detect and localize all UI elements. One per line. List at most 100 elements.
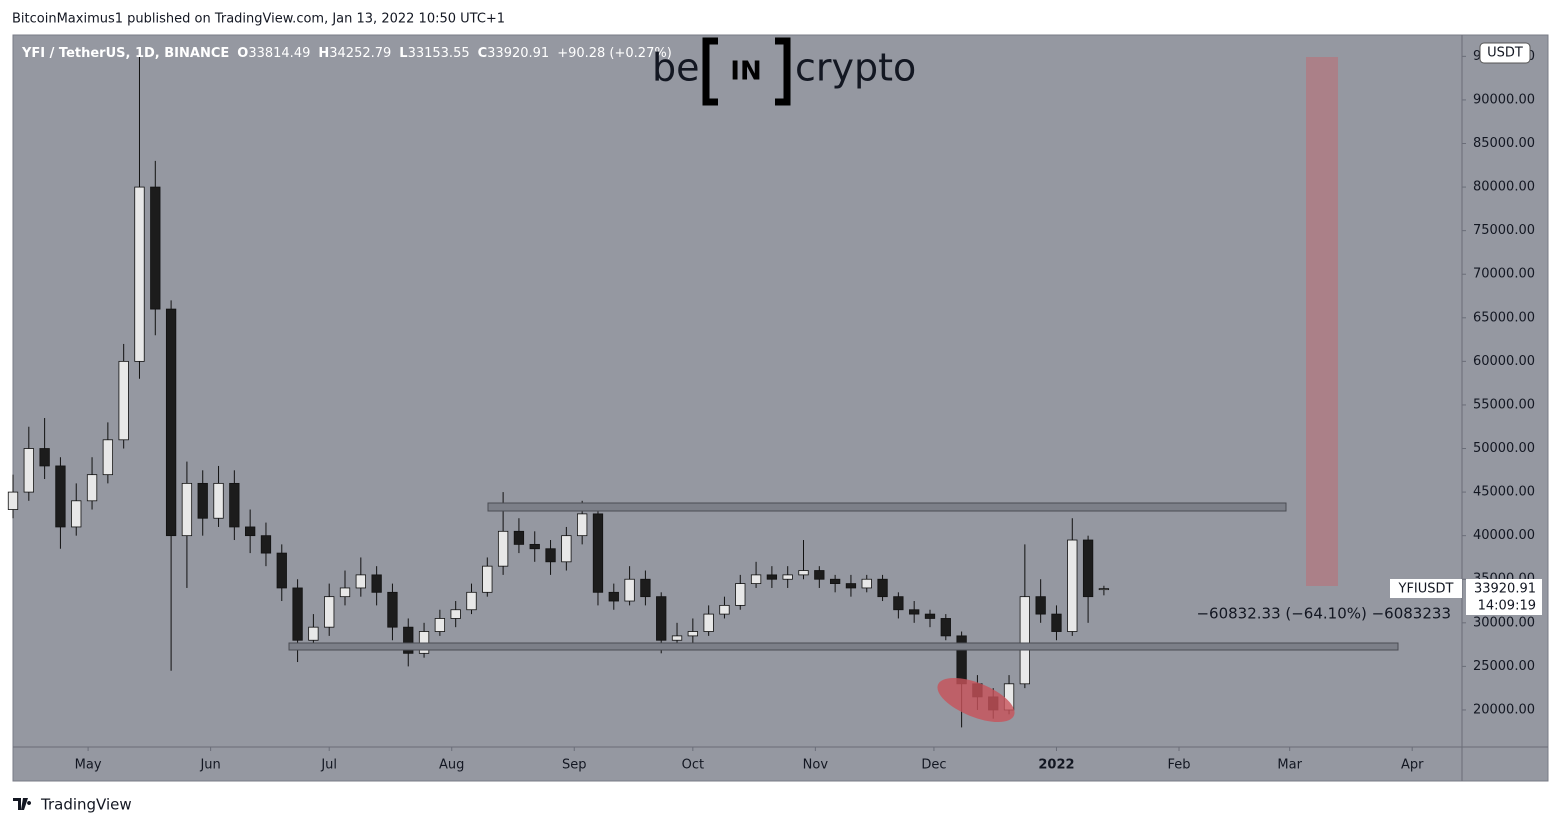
candle-body [814, 570, 825, 580]
candle-body [909, 609, 920, 615]
candle-body [545, 548, 556, 563]
x-tick-label: 2022 [1038, 758, 1074, 773]
candle-body [71, 500, 82, 528]
candle-body [324, 596, 335, 628]
y-tick-label: 30000.00 [1473, 615, 1535, 630]
candle-body [450, 609, 461, 619]
l-value: 33153.55 [408, 46, 470, 61]
candle-body [229, 482, 240, 528]
last-price-badge [1466, 579, 1542, 615]
candle-body [640, 578, 651, 598]
candle-body [150, 186, 161, 310]
y-tick-label: 80000.00 [1473, 180, 1535, 195]
x-tick-label: Sep [562, 758, 587, 773]
x-tick-label: Aug [439, 758, 464, 773]
candle-body [482, 565, 493, 593]
candle-body [1082, 539, 1094, 598]
candle-body [118, 360, 129, 441]
candle-body [86, 474, 98, 502]
resistance-zone [487, 502, 1287, 512]
o-value: 33814.49 [248, 46, 310, 61]
y-tick-label: 70000.00 [1473, 267, 1535, 282]
o-label: O [237, 46, 248, 61]
x-tick-label: Feb [1167, 758, 1190, 773]
candle-body [1098, 588, 1110, 591]
candle-body [245, 526, 256, 537]
candle-body [703, 613, 714, 632]
h-value: 34252.79 [329, 46, 391, 61]
y-tick-label: 25000.00 [1473, 659, 1535, 674]
symbol-legend: YFI / TetherUS, 1D, BINANCE O33814.49 H342… [21, 46, 672, 61]
y-tick-label: 75000.00 [1473, 223, 1535, 238]
candle-body [829, 578, 841, 584]
c-value: 33920.91 [487, 46, 549, 61]
candle-body [292, 587, 303, 641]
candle-body [181, 482, 193, 537]
x-tick-label: Apr [1401, 758, 1424, 773]
candle-body [403, 626, 414, 654]
x-tick-label: Jul [320, 758, 337, 773]
candle-body [165, 308, 177, 537]
candle-body [308, 626, 319, 641]
candle-body [861, 578, 872, 589]
logo-in: IN [730, 57, 761, 87]
candle-body [608, 591, 619, 602]
logo: be IN crypto [652, 37, 916, 106]
logo-be: be [652, 46, 700, 90]
candle-body [1035, 596, 1046, 615]
y-tick-label: 50000.00 [1473, 441, 1535, 456]
candle-body [39, 448, 50, 467]
change: +90.28 (+0.27%) [557, 46, 672, 61]
x-tick-label: Dec [921, 758, 946, 773]
y-tick-label: 60000.00 [1473, 354, 1535, 369]
x-tick-label: Jun [199, 758, 220, 773]
candle-body [387, 591, 398, 628]
candle-body [1067, 539, 1078, 632]
support-zone [288, 642, 1399, 651]
y-tick-label: 55000.00 [1473, 397, 1535, 412]
candle-body [782, 574, 793, 580]
candle-body [1019, 596, 1030, 685]
candle-body [55, 465, 66, 528]
candle-body [577, 513, 588, 537]
measure-label: −60832.33 (−64.10%) −6083233 [1196, 605, 1451, 623]
candle-body [434, 618, 446, 632]
chart-background [12, 34, 1549, 782]
logo-crypto: crypto [795, 46, 916, 90]
candle-body [339, 587, 351, 598]
candle-body [750, 574, 762, 584]
y-tick-label: 65000.00 [1473, 310, 1535, 325]
candle-body [197, 482, 208, 519]
highlight-ellipse [937, 677, 1015, 723]
candle-body [592, 513, 604, 593]
target-zone [1306, 57, 1338, 586]
candle-body [719, 604, 730, 615]
ticker-badge [1390, 579, 1462, 598]
l-label: L [399, 46, 407, 61]
h-label: H [318, 46, 329, 61]
candle-body [102, 439, 114, 476]
candle-body [624, 578, 635, 602]
candle-body [355, 574, 366, 589]
candle-body [798, 570, 809, 576]
candle-body [497, 530, 509, 567]
candle-body [924, 613, 936, 619]
candle-body [213, 482, 224, 519]
y-tick-label: 20000.00 [1473, 702, 1535, 717]
candle-body [23, 448, 34, 493]
candle-body [893, 596, 904, 611]
candle-body [656, 596, 667, 641]
candle-body [687, 631, 698, 637]
candle-body [418, 631, 430, 654]
candle-body [671, 635, 683, 641]
footer-logo [13, 798, 32, 810]
unit-badge [1479, 42, 1531, 64]
footer: TradingView [40, 796, 132, 814]
candle-body [260, 535, 272, 554]
plot [7, 56, 1110, 728]
candle-body [529, 543, 540, 550]
candle-body [561, 535, 572, 563]
c-label: C [478, 46, 488, 61]
